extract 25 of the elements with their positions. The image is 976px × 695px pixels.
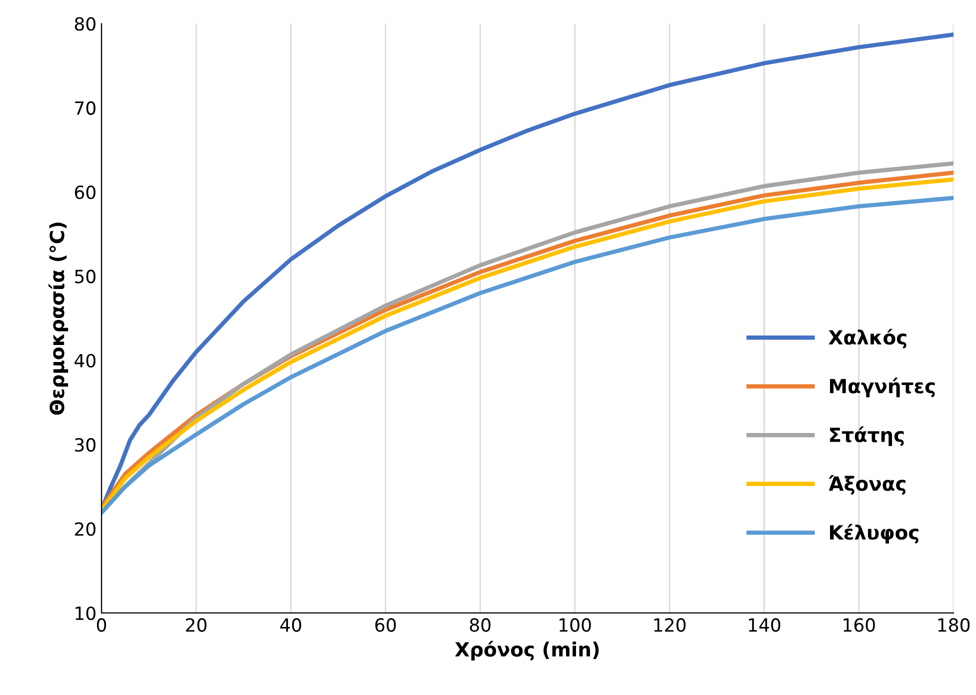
- y-tick-label: 60: [74, 185, 96, 200]
- x-axis-title: Χρόνος (min): [455, 640, 599, 660]
- x-tick-label: 0: [96, 618, 106, 632]
- y-tick-label: 30: [75, 438, 96, 452]
- y-tick-label: 80: [74, 17, 96, 31]
- legend-label: Χαλκός: [828, 328, 906, 348]
- y-tick-label: 20: [74, 522, 96, 536]
- x-tick-label: 20: [186, 618, 206, 632]
- legend-label: Άξονας: [828, 475, 906, 495]
- y-tick-label: 10: [76, 606, 96, 620]
- x-tick-label: 40: [280, 618, 302, 632]
- legend-label: Κέλυφος: [830, 524, 918, 544]
- x-tick-label: 80: [470, 618, 490, 632]
- y-axis-title: Θερμοκρασία (°C): [48, 222, 68, 415]
- x-tick-label: 60: [375, 618, 396, 632]
- x-tick-label: 180: [938, 618, 970, 632]
- y-tick-label: 50: [75, 270, 96, 284]
- legend-label: Στάτης: [830, 426, 904, 446]
- x-tick-label: 100: [560, 618, 591, 632]
- y-tick-label: 40: [74, 354, 96, 368]
- x-tick-label: 120: [654, 618, 686, 632]
- y-tick-label: 70: [75, 101, 96, 115]
- x-tick-label: 140: [748, 618, 780, 632]
- x-tick-label: 160: [844, 618, 875, 632]
- legend-label: Μαγνήτες: [830, 378, 935, 398]
